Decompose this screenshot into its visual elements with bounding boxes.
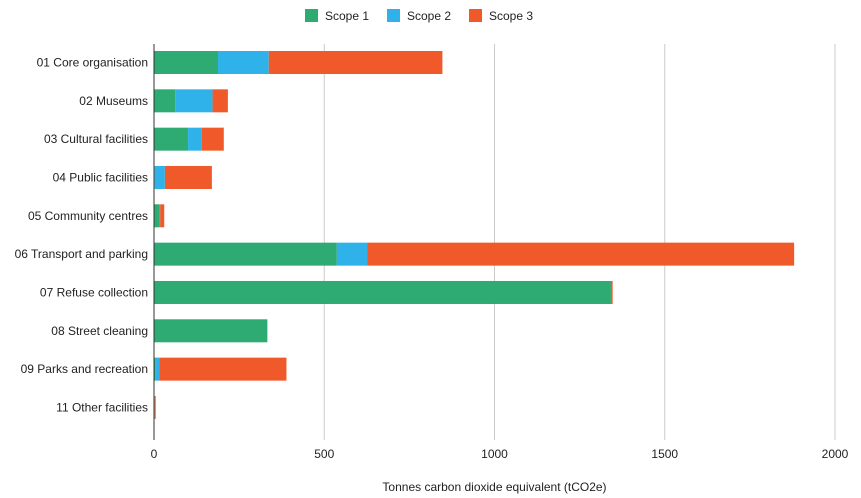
bar-4-scope-3 xyxy=(164,165,212,189)
category-label: 04 Public facilities xyxy=(53,170,148,184)
bar-9-scope-3 xyxy=(159,357,287,381)
legend-swatch-scope-2 xyxy=(387,9,400,22)
category-label: 07 Refuse collection xyxy=(40,285,148,299)
x-tick-label: 2000 xyxy=(822,447,849,461)
legend: Scope 1 Scope 2 Scope 3 xyxy=(305,9,533,23)
bar-6-scope-3 xyxy=(367,242,795,266)
bar-3-scope-3 xyxy=(201,127,224,151)
legend-label: Scope 2 xyxy=(407,9,451,23)
category-labels: 01 Core organisation 02 Museums 03 Cultura… xyxy=(15,56,148,415)
x-tick-labels: 0 500 1000 1500 2000 xyxy=(151,447,849,461)
bar-2-scope-2 xyxy=(175,89,213,113)
bar-3-scope-1 xyxy=(154,127,189,151)
legend-label: Scope 1 xyxy=(325,9,369,23)
bar-2-scope-1 xyxy=(154,89,176,113)
gridlines xyxy=(323,44,836,440)
category-label: 01 Core organisation xyxy=(37,56,148,70)
category-label: 03 Cultural facilities xyxy=(44,132,148,146)
bar-6-scope-2 xyxy=(336,242,368,266)
bar-5-scope-2 xyxy=(159,204,161,228)
bar-4-scope-2 xyxy=(154,165,165,189)
bar-1-scope-2 xyxy=(218,51,269,74)
bar-5-scope-1 xyxy=(154,204,160,228)
x-tick-label: 0 xyxy=(151,447,158,461)
bar-9-scope-2 xyxy=(155,357,160,381)
bar-2-scope-3 xyxy=(212,89,228,113)
category-label: 09 Parks and recreation xyxy=(21,362,148,376)
category-label: 02 Museums xyxy=(79,94,148,108)
bars xyxy=(154,51,795,419)
legend-label: Scope 3 xyxy=(489,9,533,23)
bar-3-scope-2 xyxy=(188,127,202,151)
bar-9-scope-1 xyxy=(154,357,156,381)
x-axis-title: Tonnes carbon dioxide equivalent (tCO2e) xyxy=(382,480,606,494)
x-tick-label: 1000 xyxy=(481,447,508,461)
category-label: 06 Transport and parking xyxy=(15,247,148,261)
x-tick-label: 500 xyxy=(314,447,334,461)
legend-swatch-scope-1 xyxy=(305,9,318,22)
x-tick-label: 1500 xyxy=(651,447,678,461)
category-label: 11 Other facilities xyxy=(56,400,148,414)
category-label: 08 Street cleaning xyxy=(51,324,148,338)
bar-1-scope-1 xyxy=(154,51,219,74)
bar-7-scope-3 xyxy=(610,280,613,304)
bar-1-scope-3 xyxy=(268,51,443,74)
bar-10-scope-3 xyxy=(154,395,156,419)
bar-8-scope-1 xyxy=(154,319,268,343)
bar-5-scope-3 xyxy=(160,204,165,228)
category-label: 05 Community centres xyxy=(28,209,148,223)
bar-6-scope-1 xyxy=(154,242,337,266)
bar-7-scope-1 xyxy=(154,280,611,304)
legend-swatch-scope-3 xyxy=(469,9,482,22)
